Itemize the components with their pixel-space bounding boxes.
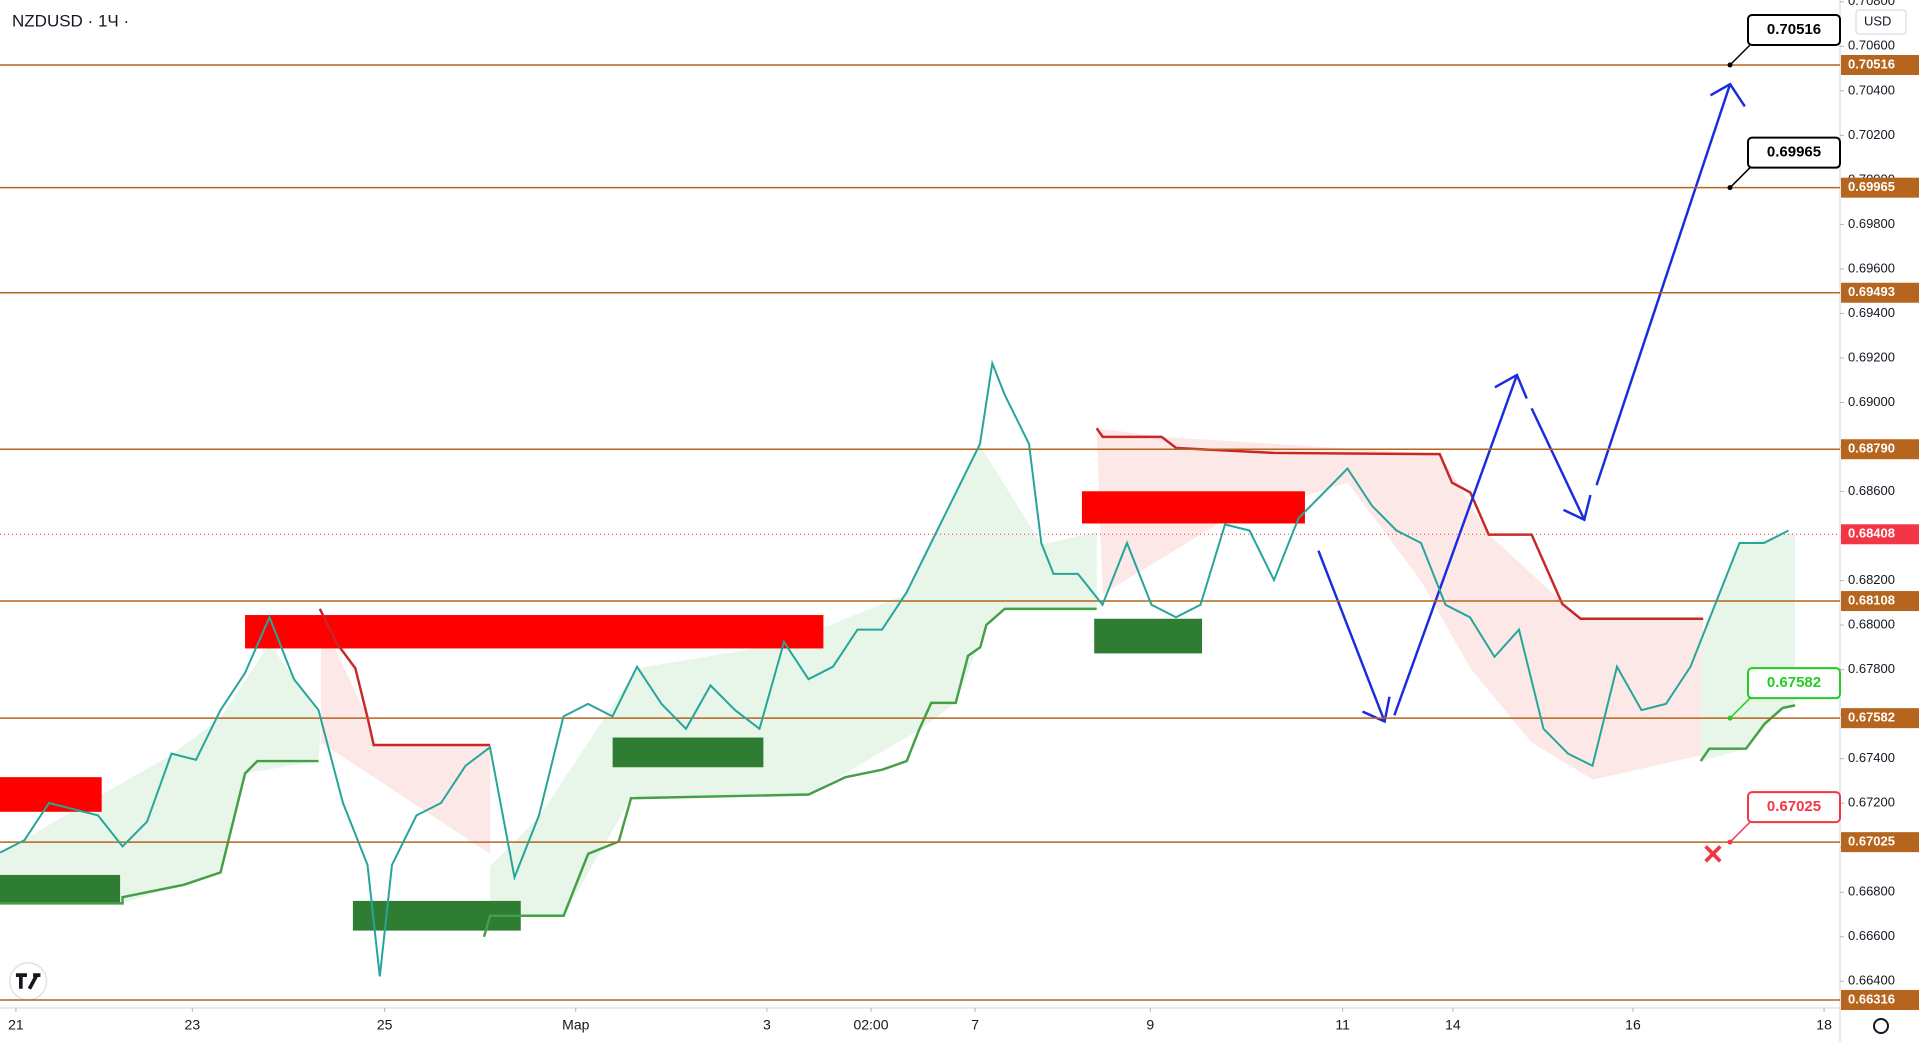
y-tick-label: 0.70800: [1848, 0, 1895, 8]
trail-line: [0, 759, 319, 905]
callout-pointer: [1729, 821, 1751, 843]
trail-area: [0, 643, 322, 904]
callout-pointer: [1729, 44, 1751, 66]
x-tick-label: 14: [1445, 1017, 1461, 1033]
currency-button[interactable]: [1855, 9, 1907, 35]
supply-zone: [1081, 491, 1305, 524]
level-price-label: 0.67582: [1848, 710, 1895, 725]
y-tick-label: 0.68600: [1848, 483, 1895, 498]
y-tick-label: 0.70400: [1848, 82, 1895, 97]
level-price-label: 0.67025: [1848, 834, 1895, 849]
y-tick-label: 0.66600: [1848, 928, 1895, 943]
y-tick-label: 0.69000: [1848, 394, 1895, 409]
callout-pointer: [1729, 697, 1751, 719]
y-tick-label: 0.69200: [1848, 349, 1895, 364]
x-tick-label: 7: [971, 1017, 979, 1033]
level-price-box: [1841, 55, 1919, 76]
demand-zone: [1094, 618, 1203, 654]
y-tick-label: 0.67400: [1848, 750, 1895, 765]
y-tick-label: 0.66400: [1848, 973, 1895, 988]
level-price-label: 0.69493: [1848, 284, 1895, 299]
trail-area: [490, 445, 1097, 916]
symbol-title: NZDUSD · 1Ч ·: [12, 11, 129, 30]
x-tick-label: 18: [1816, 1017, 1832, 1033]
stop-line: [1095, 427, 1704, 620]
callout-label: 0.69965: [1767, 144, 1821, 161]
y-tick-label: 0.67800: [1848, 661, 1895, 676]
callout-anchor: [1727, 62, 1733, 68]
x-tick-label: 16: [1625, 1017, 1641, 1033]
demand-zone: [0, 874, 121, 904]
y-tick-label: 0.68200: [1848, 572, 1895, 587]
level-price-label: 0.66316: [1848, 991, 1895, 1006]
level-price-box: [1841, 832, 1919, 853]
callout-anchor: [1727, 839, 1733, 845]
price-line: [0, 359, 1789, 977]
y-tick-label: 0.69600: [1848, 260, 1895, 275]
level-price-box: [1841, 177, 1919, 198]
y-tick-label: 0.67200: [1848, 795, 1895, 810]
callout-box: [1747, 14, 1841, 47]
level-price-label: 0.69965: [1848, 179, 1895, 194]
stop-line: [318, 608, 491, 747]
callout-box: [1747, 667, 1841, 700]
supply-zone: [0, 777, 102, 812]
callout-anchor: [1727, 715, 1733, 721]
callout-label: 0.67582: [1767, 674, 1821, 691]
trail-area: [1700, 532, 1796, 762]
callout-label: 0.67025: [1767, 798, 1821, 815]
currency-label[interactable]: USD: [1864, 13, 1891, 28]
callout-box: [1747, 136, 1841, 169]
last-price-label: 0.68408: [1848, 526, 1895, 541]
level-price-box: [1841, 439, 1919, 460]
trail-line: [1699, 704, 1796, 762]
y-tick-label: 0.69800: [1848, 216, 1895, 231]
y-tick-label: 0.69400: [1848, 305, 1895, 320]
x-tick-label: 21: [8, 1017, 24, 1033]
level-price-label: 0.68790: [1848, 441, 1895, 456]
cross-mark: [1704, 845, 1722, 863]
callout-label: 0.70516: [1767, 21, 1821, 38]
demand-zone: [612, 737, 764, 768]
callout-pointer: [1729, 167, 1751, 189]
y-tick-label: 0.68000: [1848, 617, 1895, 632]
level-price-label: 0.70516: [1848, 56, 1895, 71]
level-price-box: [1841, 591, 1919, 612]
level-price-box: [1841, 708, 1919, 729]
x-tick-label: 11: [1335, 1017, 1350, 1033]
x-tick-label: 3: [763, 1017, 771, 1033]
x-tick-label: 25: [377, 1017, 393, 1033]
level-price-label: 0.68108: [1848, 592, 1895, 607]
logo: [9, 962, 48, 1001]
last-price-box: [1841, 524, 1919, 545]
y-tick-label: 0.70600: [1848, 38, 1895, 53]
logo-mark: [15, 973, 41, 990]
supply-zone: [245, 615, 824, 649]
x-tick-label: 9: [1146, 1017, 1154, 1033]
x-tick-label: 23: [185, 1017, 201, 1033]
level-price-box: [1841, 282, 1919, 303]
y-tick-label: 0.70200: [1848, 127, 1895, 142]
x-tick-label: 02:00: [853, 1017, 888, 1033]
trail-line: [482, 607, 1097, 938]
callout-anchor: [1727, 185, 1733, 191]
stop-area: [321, 618, 491, 854]
y-tick-label: 0.66800: [1848, 884, 1895, 899]
drawings: [0, 82, 1796, 1001]
forecast-arrows: [1317, 82, 1746, 724]
level-price-box: [1841, 989, 1919, 1010]
settings-icon[interactable]: [1873, 1018, 1889, 1034]
stop-area: [1096, 428, 1704, 780]
callout-box: [1747, 791, 1841, 824]
x-tick-label: Мар: [562, 1017, 590, 1033]
